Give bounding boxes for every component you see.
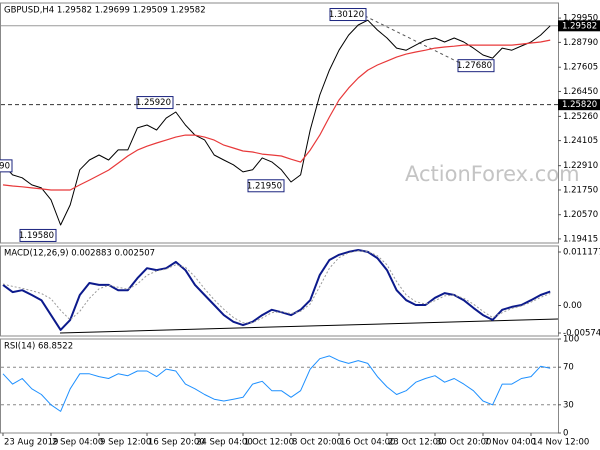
annotation-box [247, 179, 285, 193]
annotation-label: 1.25920 [136, 98, 171, 108]
y-tick-label: 1.25260 [563, 112, 598, 122]
x-tick-label: 7 Nov 04:00 [484, 438, 536, 448]
y-tick-label: 1.26450 [563, 87, 598, 97]
annotation-label: 1.27680 [457, 61, 492, 71]
price-label-box [558, 20, 600, 32]
watermark: ActionForex.com [405, 162, 580, 186]
y-tick-label: 1.21750 [563, 185, 598, 195]
price-label-box [558, 99, 600, 111]
annotation-box [0, 159, 13, 173]
y-tick-label: 0.011177 [563, 247, 600, 257]
trend-line [364, 15, 459, 63]
y-tick-label: 0.00 [563, 301, 582, 311]
panel-title: GBPUSD,H4 1.29582 1.29699 1.29509 1.2958… [4, 6, 206, 16]
series-line [2, 249, 551, 331]
x-tick-label: 24 Sep 04:00 [196, 438, 253, 448]
y-tick-label: 1.24105 [563, 136, 598, 146]
annotation-box [329, 8, 367, 22]
annotation-label: 1.30120 [329, 10, 364, 20]
series-line [2, 19, 551, 226]
annotation-box [19, 228, 57, 242]
x-tick-label: 23 Oct 12:00 [388, 438, 443, 448]
y-tick-label: -0.005746 [563, 329, 600, 339]
x-tick-label: 23 Aug 2019 [4, 438, 58, 448]
y-tick-label: 1.19415 [563, 234, 598, 244]
x-tick-label: 16 Oct 04:00 [340, 438, 395, 448]
series-line [2, 39, 551, 191]
y-tick-label: 70 [563, 363, 574, 373]
price-label: 1.29582 [562, 21, 597, 31]
y-tick-label: 0 [563, 429, 568, 439]
y-tick-label: 1.22910 [563, 161, 598, 171]
x-tick-label: 14 Nov 12:00 [532, 438, 589, 448]
panel-title: MACD(12,26,9) 0.002883 0.002507 [4, 249, 155, 259]
macd-trend-line [59, 318, 559, 334]
x-tick-label: 30 Oct 20:00 [436, 438, 491, 448]
annotation-label: 90 [0, 161, 10, 171]
x-tick-label: 8 Oct 20:00 [292, 438, 342, 448]
annotation-box [136, 96, 174, 110]
panel-frame [0, 2, 559, 244]
y-tick-label: 100 [563, 335, 579, 345]
series-line [2, 250, 551, 324]
y-tick-label: 1.20570 [563, 210, 598, 220]
x-tick-label: 1 Oct 12:00 [244, 438, 294, 448]
series-line [2, 355, 551, 412]
x-tick-label: 16 Sep 20:00 [148, 438, 205, 448]
panel-title: RSI(14) 68.8522 [4, 342, 73, 352]
x-tick-label: 9 Sep 12:00 [100, 438, 151, 448]
annotation-label: 1.19580 [19, 231, 54, 241]
annotation-box [457, 59, 495, 73]
y-tick-label: 1.29950 [563, 14, 598, 24]
panel-frame [0, 338, 559, 434]
annotation-label: 1.21950 [247, 181, 282, 191]
y-tick-label: 1.28790 [563, 38, 598, 48]
y-tick-label: 1.27605 [563, 63, 598, 73]
x-tick-label: 2 Sep 04:00 [52, 438, 103, 448]
y-tick-label: 30 [563, 400, 574, 410]
panel-frame [0, 245, 559, 337]
price-label: 1.25820 [562, 100, 597, 110]
